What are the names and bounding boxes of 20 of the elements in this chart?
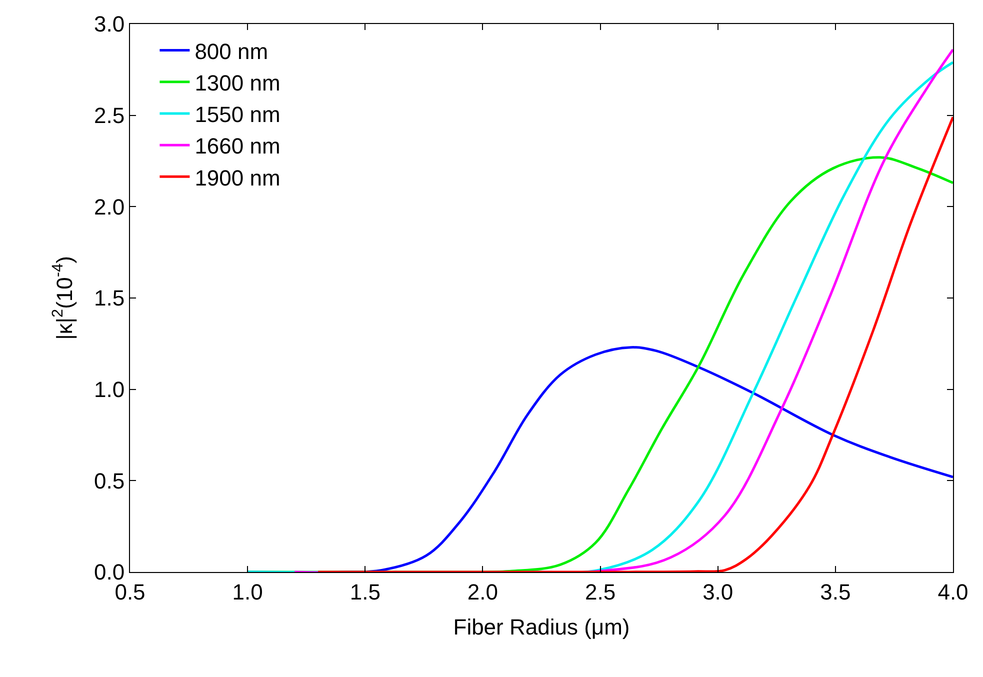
- y-tick-label: 2.5: [94, 103, 125, 128]
- x-tick-label: 4.0: [938, 579, 968, 604]
- x-tick-label: 1.5: [350, 579, 380, 604]
- line-series: [316, 116, 953, 572]
- x-tick-label: 2.0: [467, 579, 498, 604]
- y-tick-label: 0.5: [94, 468, 125, 494]
- y-tick-label: 1.0: [94, 377, 125, 402]
- y-tick-label: 3.0: [94, 12, 125, 37]
- legend-label: 800 nm: [194, 38, 268, 64]
- y-tick-label: 1.5: [94, 286, 125, 311]
- x-axis-title: Fiber Radius (μm): [453, 614, 630, 640]
- x-tick-label: 2.5: [584, 579, 616, 604]
- x-tick-label: 3.5: [820, 579, 851, 604]
- legend-label: 1300 nm: [194, 70, 280, 96]
- legend-label: 1900 nm: [194, 165, 280, 190]
- legend-label: 1660 nm: [194, 134, 280, 159]
- x-tick-label: 1.0: [232, 579, 263, 604]
- y-tick-label: 2.0: [94, 194, 125, 220]
- x-tick-label: 3.0: [702, 579, 734, 604]
- legend-label: 1550 nm: [194, 102, 280, 128]
